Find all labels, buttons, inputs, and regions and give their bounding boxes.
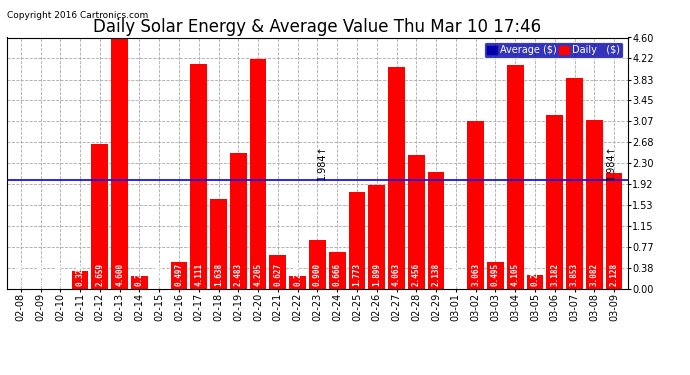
Bar — [368, 185, 385, 289]
Bar — [289, 276, 306, 289]
Text: 2.138: 2.138 — [431, 263, 440, 286]
Text: 0.000: 0.000 — [36, 263, 45, 286]
Bar — [190, 64, 207, 289]
Text: 0.245: 0.245 — [531, 263, 540, 286]
Text: 0.000: 0.000 — [155, 263, 164, 286]
Bar — [546, 115, 563, 289]
Text: 1.638: 1.638 — [214, 263, 223, 286]
Bar — [408, 154, 424, 289]
Text: 4.063: 4.063 — [392, 263, 401, 286]
Text: 0.497: 0.497 — [175, 263, 184, 286]
Text: 0.227: 0.227 — [135, 263, 144, 286]
Bar — [487, 262, 504, 289]
Bar — [131, 276, 148, 289]
Bar — [250, 59, 266, 289]
Bar — [170, 262, 188, 289]
Bar — [92, 144, 108, 289]
Bar — [111, 38, 128, 289]
Bar — [388, 67, 405, 289]
Bar — [230, 153, 247, 289]
Text: 1.899: 1.899 — [372, 263, 382, 286]
Text: 0.000: 0.000 — [451, 263, 460, 286]
Bar — [210, 199, 227, 289]
Text: 0.666: 0.666 — [333, 263, 342, 286]
Text: 3.853: 3.853 — [570, 263, 579, 286]
Bar — [428, 172, 444, 289]
Text: 3.063: 3.063 — [471, 263, 480, 286]
Text: 0.320: 0.320 — [76, 263, 85, 286]
Text: 4.105: 4.105 — [511, 263, 520, 286]
Text: 2.128: 2.128 — [609, 263, 618, 286]
Bar — [566, 78, 583, 289]
Text: 0.000: 0.000 — [17, 263, 26, 286]
Bar — [309, 240, 326, 289]
Text: 1.773: 1.773 — [353, 263, 362, 286]
Text: 0.000: 0.000 — [56, 263, 65, 286]
Legend: Average ($), Daily   ($): Average ($), Daily ($) — [484, 42, 623, 58]
Bar — [526, 275, 543, 289]
Text: 4.111: 4.111 — [195, 263, 204, 286]
Text: 0.900: 0.900 — [313, 263, 322, 286]
Bar — [606, 172, 622, 289]
Text: 3.182: 3.182 — [550, 263, 559, 286]
Text: 4.205: 4.205 — [253, 263, 263, 286]
Bar — [72, 271, 88, 289]
Bar — [467, 122, 484, 289]
Text: 0.236: 0.236 — [293, 263, 302, 286]
Bar — [328, 252, 346, 289]
Text: 0.627: 0.627 — [273, 263, 282, 286]
Text: 4.600: 4.600 — [115, 263, 124, 286]
Text: 2.659: 2.659 — [95, 263, 104, 286]
Text: 1.984↑: 1.984↑ — [317, 145, 327, 180]
Bar — [348, 192, 366, 289]
Bar — [269, 255, 286, 289]
Text: Copyright 2016 Cartronics.com: Copyright 2016 Cartronics.com — [7, 11, 148, 20]
Text: 3.082: 3.082 — [590, 263, 599, 286]
Title: Daily Solar Energy & Average Value Thu Mar 10 17:46: Daily Solar Energy & Average Value Thu M… — [93, 18, 542, 36]
Text: 0.495: 0.495 — [491, 263, 500, 286]
Bar — [586, 120, 602, 289]
Text: 2.483: 2.483 — [234, 263, 243, 286]
Text: 2.456: 2.456 — [412, 263, 421, 286]
Text: 1.984↑: 1.984↑ — [606, 145, 615, 180]
Bar — [506, 64, 524, 289]
